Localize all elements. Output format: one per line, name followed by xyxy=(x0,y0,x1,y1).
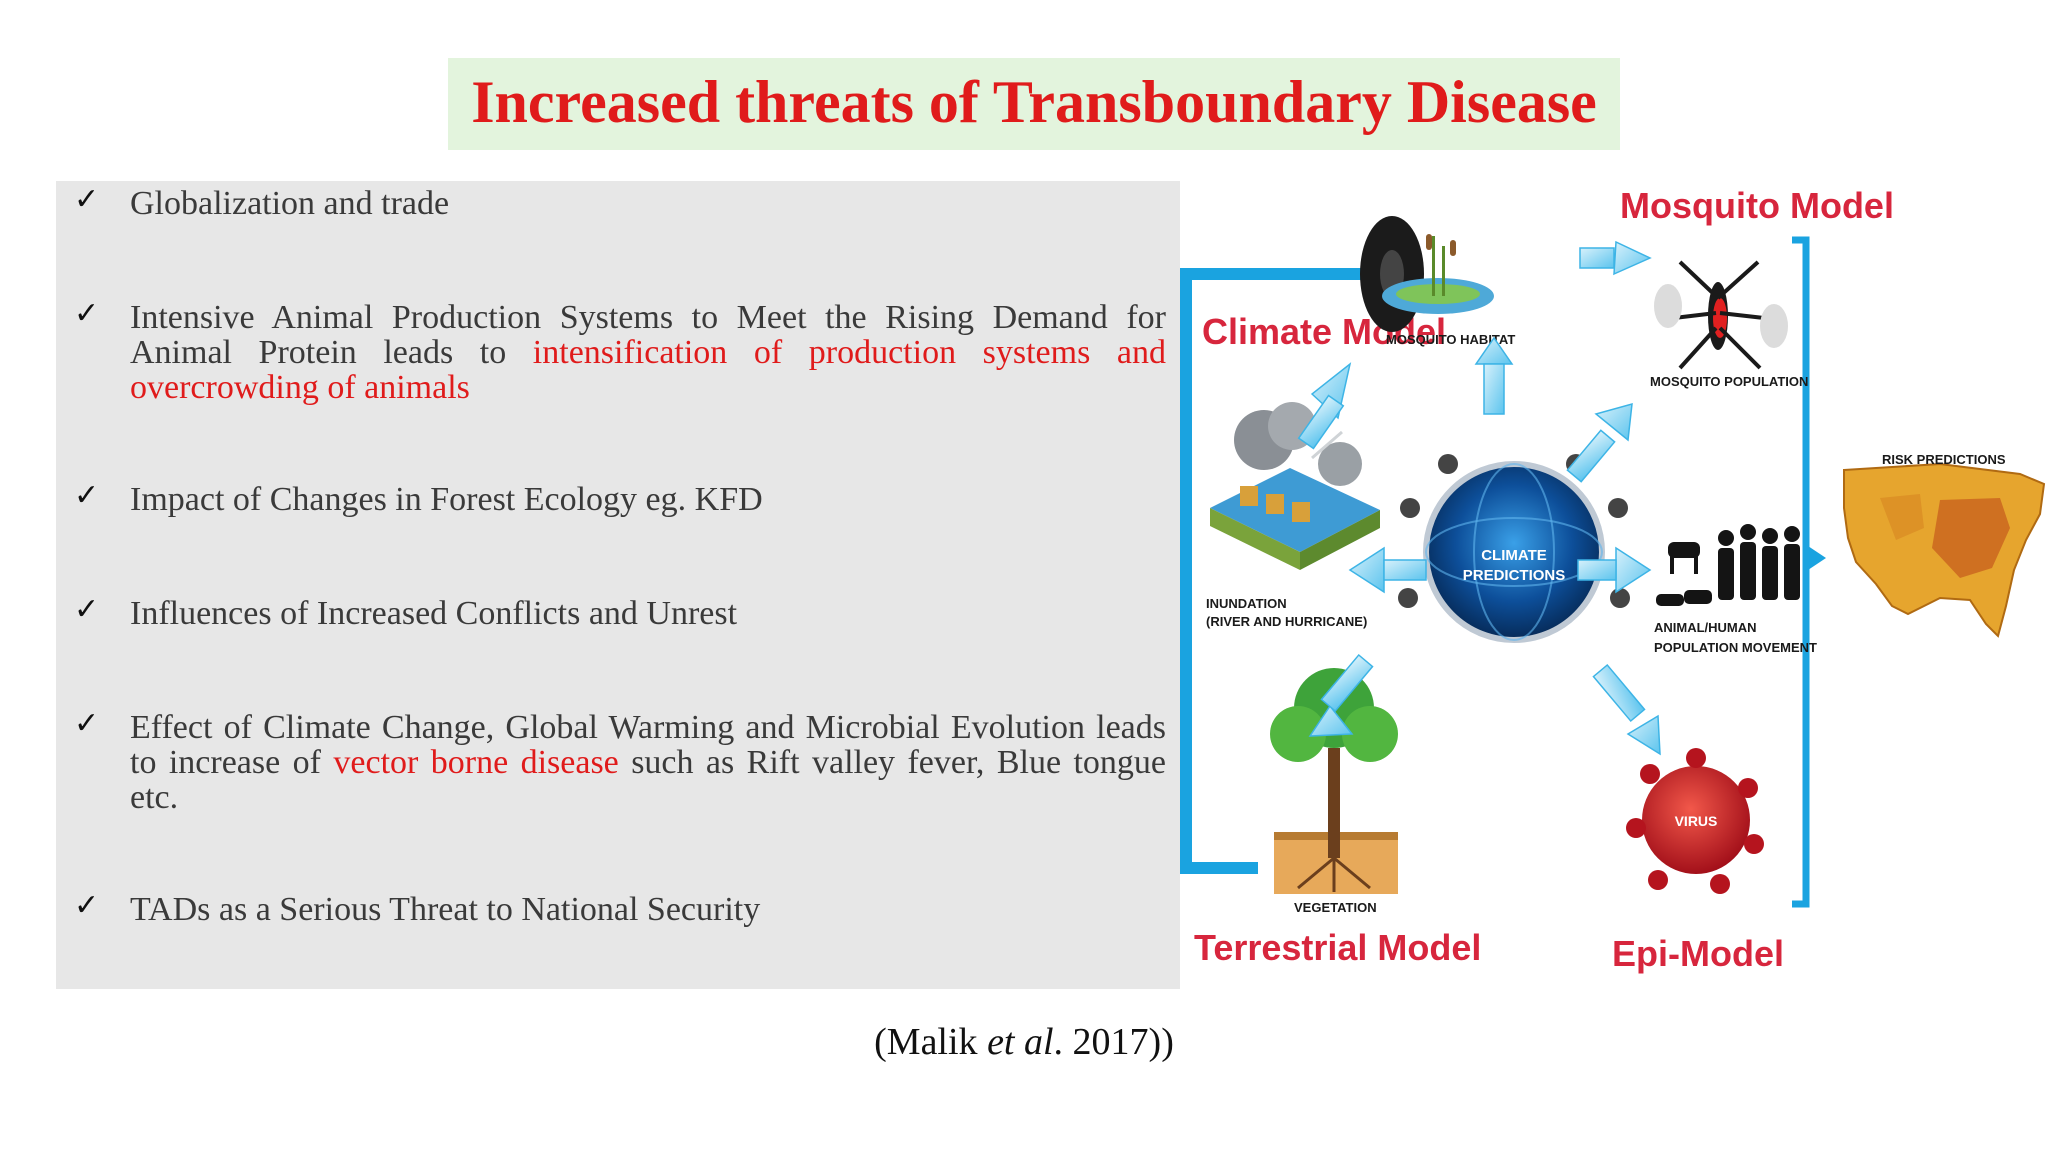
check-icon: ✓ xyxy=(74,592,100,627)
bullet-text: Intensive Animal Production Systems to M… xyxy=(130,300,1166,405)
highlight-text: intensification of production systems an… xyxy=(130,334,1166,406)
mosquito-model-label: Mosquito Model xyxy=(1620,185,1894,226)
mosquito-population-label: MOSQUITO POPULATION xyxy=(1650,374,1808,389)
population-silhouettes-icon xyxy=(1656,524,1800,606)
climate-globe-icon xyxy=(1398,454,1630,643)
terrestrial-model-label: Terrestrial Model xyxy=(1194,927,1481,968)
bullet-text-part: Influences of Increased Conflicts and Un… xyxy=(130,595,738,632)
bullet-text-part: Globalization and trade xyxy=(130,185,450,222)
check-icon: ✓ xyxy=(74,706,100,741)
check-icon: ✓ xyxy=(74,478,100,513)
bullet-text: TADs as a Serious Threat to National Sec… xyxy=(130,892,1166,927)
epi-model-label: Epi-Model xyxy=(1612,933,1784,974)
virus-icon xyxy=(1626,748,1764,894)
vegetation-label: VEGETATION xyxy=(1294,900,1377,915)
bullet-text-part: Effect of Climate Change, Global Warming… xyxy=(130,709,1166,781)
risk-predictions-label: RISK PREDICTIONS xyxy=(1882,452,2006,467)
bullet-text: Impact of Changes in Forest Ecology eg. … xyxy=(130,482,1166,517)
bullet-panel xyxy=(56,181,1180,989)
bullet-text: Globalization and trade xyxy=(130,186,1166,221)
citation: (Malik et al. 2017)) xyxy=(874,1021,1174,1063)
vegetation-tree-icon xyxy=(1270,668,1398,894)
inundation-icon xyxy=(1210,402,1380,570)
climate-disease-diagram: Mosquito Model Climate Model Terrestrial… xyxy=(1180,185,2046,974)
slide-title: Increased threats of Transboundary Disea… xyxy=(471,69,1597,135)
bullet-text: Effect of Climate Change, Global Warming… xyxy=(130,710,1166,815)
bullet-text-part: Intensive Animal Production Systems to M… xyxy=(130,299,1166,371)
animal-human-label-line2: POPULATION MOVEMENT xyxy=(1654,640,1817,655)
virus-label: VIRUS xyxy=(1675,813,1718,829)
climate-predictions-line2: PREDICTIONS xyxy=(1463,567,1566,584)
bullet-text-part: TADs as a Serious Threat to National Sec… xyxy=(130,891,761,928)
bracket-arrow xyxy=(1808,546,1826,570)
climate-predictions-line1: CLIMATE xyxy=(1481,547,1547,564)
animal-human-label-line1: ANIMAL/HUMAN xyxy=(1654,620,1757,635)
mosquito-habitat-label: MOSQUITO HABITAT xyxy=(1386,332,1515,347)
title-banner: Increased threats of Transboundary Disea… xyxy=(448,58,1620,150)
risk-map-icon xyxy=(1843,462,2046,638)
flow-arrows xyxy=(1297,240,1661,756)
bullet-text: Influences of Increased Conflicts and Un… xyxy=(130,596,1166,631)
inundation-label-line2: (RIVER AND HURRICANE) xyxy=(1206,614,1367,629)
check-icon: ✓ xyxy=(74,888,100,923)
bullet-text-part: such as Rift valley fever, Blue tongue e… xyxy=(130,744,1167,816)
inundation-label-line1: INUNDATION xyxy=(1206,596,1287,611)
mosquito-habitat-icon xyxy=(1360,216,1494,332)
bullet-text-part: Impact of Changes in Forest Ecology eg. … xyxy=(130,481,763,518)
check-icon: ✓ xyxy=(74,296,100,331)
check-icon: ✓ xyxy=(74,182,100,217)
highlight-text: vector borne disease xyxy=(333,744,619,781)
mosquito-icon xyxy=(1654,260,1788,370)
model-bracket xyxy=(1792,236,1810,908)
